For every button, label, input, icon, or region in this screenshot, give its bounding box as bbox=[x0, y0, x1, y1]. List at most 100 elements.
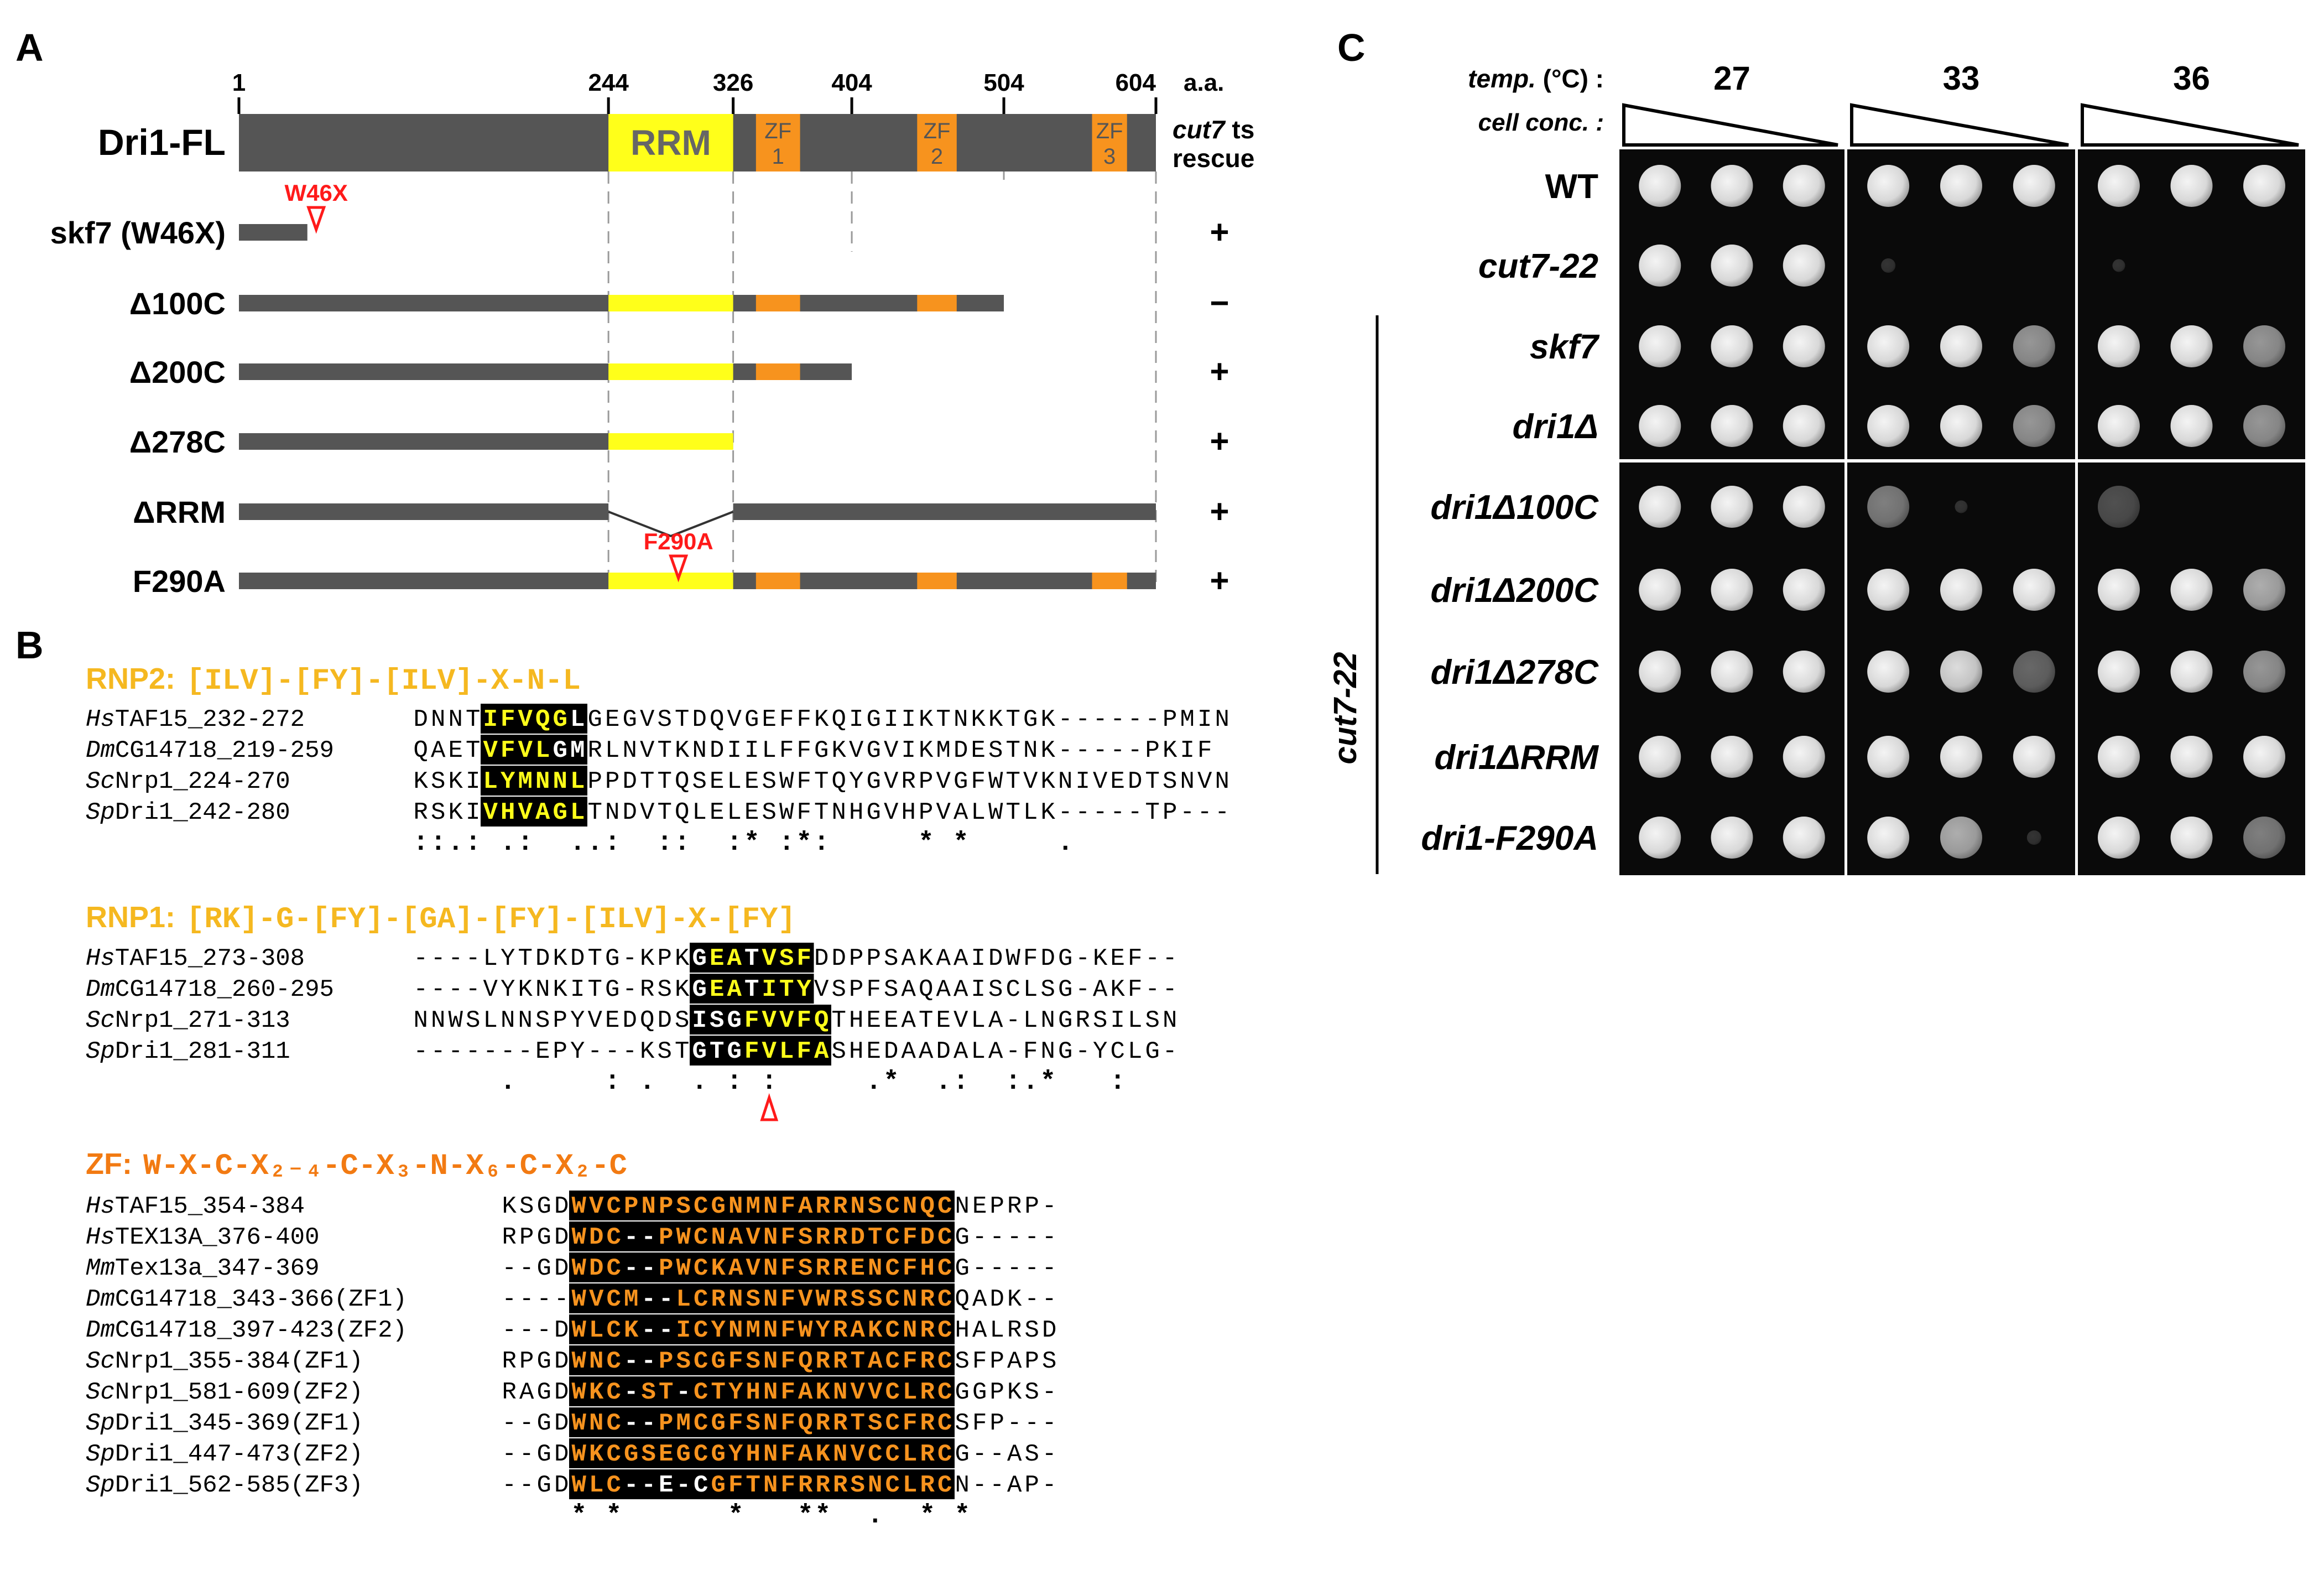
residue: P bbox=[553, 1007, 567, 1035]
residue: I bbox=[762, 976, 777, 1004]
residue: S bbox=[884, 945, 898, 973]
colony-spot bbox=[1639, 486, 1681, 528]
residue: G bbox=[867, 737, 881, 765]
mutation-marker bbox=[306, 206, 326, 234]
residue: L bbox=[605, 737, 619, 765]
residue: A bbox=[728, 1224, 743, 1251]
residue: E bbox=[972, 1193, 987, 1220]
residue: P bbox=[659, 1255, 673, 1282]
residue: A bbox=[953, 799, 968, 827]
colony-spot bbox=[1711, 405, 1753, 447]
residue: S bbox=[868, 1193, 882, 1220]
residue: - bbox=[1128, 799, 1142, 827]
residue: - bbox=[972, 1472, 987, 1499]
panel-label-b: B bbox=[15, 623, 44, 667]
residue: N bbox=[642, 1193, 656, 1220]
residue: A bbox=[988, 1038, 1003, 1066]
residue: Q bbox=[919, 976, 933, 1004]
cell-conc-label: cell conc. : bbox=[1478, 109, 1604, 136]
residue: E bbox=[605, 1007, 619, 1035]
colony-spot bbox=[2097, 405, 2140, 447]
residue: - bbox=[1145, 945, 1160, 973]
residue: - bbox=[1042, 1410, 1056, 1437]
rrm-domain bbox=[608, 363, 733, 380]
residue: G bbox=[953, 768, 968, 796]
residue: R bbox=[816, 1410, 831, 1437]
residue: - bbox=[1076, 737, 1090, 765]
residue: V bbox=[483, 799, 498, 827]
construct-row: Δ278C + bbox=[129, 423, 1229, 460]
residue: Q bbox=[640, 1007, 654, 1035]
residue: N bbox=[449, 706, 463, 734]
residue: V bbox=[518, 737, 533, 765]
mutation-marker bbox=[669, 554, 689, 583]
motif-highlight bbox=[481, 704, 587, 734]
alignment-row: DmCG14718_397-423(ZF2) - - - D W L C K - - I C Y N M N F W… bbox=[86, 1314, 1056, 1344]
residue: - bbox=[642, 1317, 656, 1344]
residue: G bbox=[624, 1441, 638, 1468]
residue: R bbox=[798, 1472, 813, 1499]
residue: F bbox=[903, 1410, 917, 1437]
deletion-connector bbox=[608, 511, 734, 538]
residue: L bbox=[676, 1286, 691, 1313]
residue: G bbox=[1058, 976, 1072, 1004]
residue: P bbox=[849, 976, 863, 1004]
residue: K bbox=[640, 945, 655, 973]
residue: S bbox=[884, 976, 898, 1004]
residue: F bbox=[971, 768, 986, 796]
residue: K bbox=[675, 976, 690, 1004]
residue: P bbox=[658, 945, 672, 973]
residue: G bbox=[955, 1255, 970, 1282]
zf-domain bbox=[755, 573, 800, 589]
colony-spot bbox=[1867, 736, 1910, 778]
sequence-id: HsTAF15_273-308 bbox=[86, 945, 305, 973]
residue: G bbox=[676, 1441, 691, 1468]
residue: S bbox=[642, 1441, 656, 1468]
colony-spot bbox=[1867, 651, 1910, 693]
residue: L bbox=[589, 1317, 603, 1344]
residue: C bbox=[1006, 976, 1020, 1004]
colony-spot bbox=[2013, 651, 2055, 693]
alignment-row: HsTAF15_354-384 K S G D W V C P N P S C G N M N F A R R N S C N Q… bbox=[86, 1191, 1056, 1220]
residue: S bbox=[851, 1472, 865, 1499]
residue: K bbox=[832, 737, 847, 765]
residue: E bbox=[659, 1472, 673, 1499]
residue: N bbox=[763, 1348, 778, 1375]
sequence-id: ScNrp1_355-384(ZF1) bbox=[86, 1348, 363, 1375]
residue: G bbox=[711, 1348, 726, 1375]
residue: D bbox=[1128, 768, 1142, 796]
residue: R bbox=[816, 1472, 831, 1499]
colony-spot bbox=[2013, 736, 2055, 778]
residue: G bbox=[711, 1193, 726, 1220]
tick-label-604: 604 bbox=[1116, 69, 1156, 96]
colony-spot bbox=[1783, 651, 1825, 693]
residue: C bbox=[694, 1379, 708, 1406]
colony-spot bbox=[2097, 325, 2140, 367]
residue: - bbox=[623, 976, 637, 1004]
conservation-symbol: : bbox=[1005, 1067, 1021, 1097]
colony-spot bbox=[2170, 165, 2213, 207]
residue: I bbox=[727, 737, 742, 765]
residue: F bbox=[779, 706, 794, 734]
sequence-id: HsTEX13A_376-400 bbox=[86, 1224, 319, 1251]
residue: V bbox=[640, 737, 655, 765]
residue: L bbox=[535, 737, 550, 765]
residue: N bbox=[868, 1255, 882, 1282]
conservation-symbol: : bbox=[726, 1067, 742, 1097]
sequence-id: ScNrp1_271-313 bbox=[86, 1007, 290, 1035]
residue: I bbox=[971, 976, 986, 1004]
residue: N bbox=[728, 1193, 743, 1220]
residue: - bbox=[1042, 1255, 1056, 1282]
residue: L bbox=[1128, 1007, 1142, 1035]
residue: T bbox=[588, 976, 602, 1004]
residue: T bbox=[466, 706, 480, 734]
residue: N bbox=[431, 706, 445, 734]
residue: K bbox=[624, 1317, 639, 1344]
residue: A bbox=[431, 737, 446, 765]
residue: W bbox=[988, 768, 1003, 796]
construct-name: Δ200C bbox=[129, 355, 226, 389]
residue: - bbox=[1042, 1379, 1056, 1406]
residue: T bbox=[851, 1348, 865, 1375]
motif-highlight bbox=[690, 974, 814, 1004]
residue: L bbox=[903, 1472, 917, 1499]
